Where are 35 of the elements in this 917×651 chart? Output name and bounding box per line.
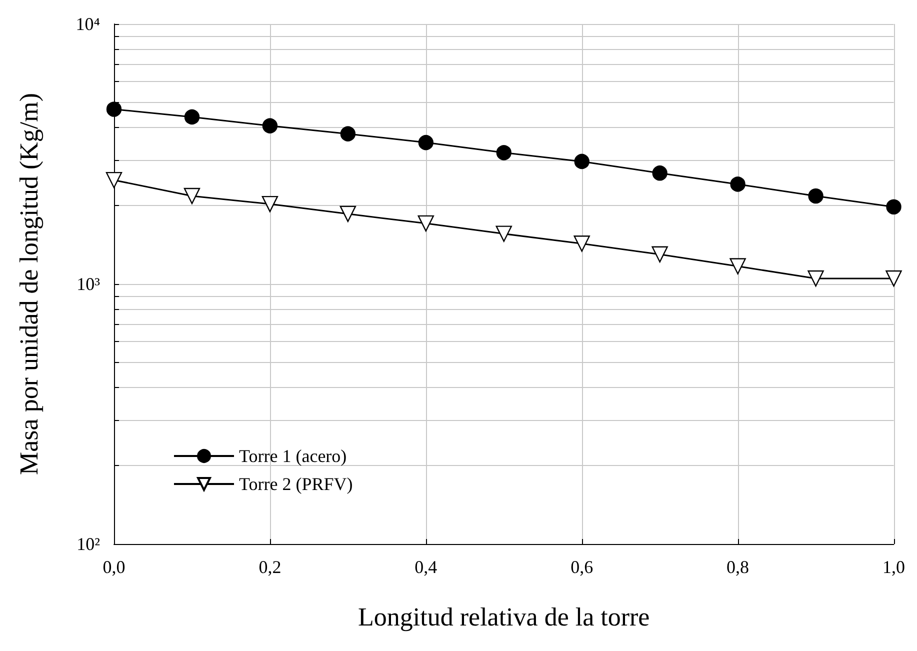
point bbox=[652, 246, 668, 262]
x-tick-label: 0,0 bbox=[102, 557, 126, 577]
x-tick-label: 0,8 bbox=[726, 557, 750, 577]
point bbox=[730, 176, 746, 192]
point bbox=[340, 206, 356, 222]
x-tick-label: 0,2 bbox=[258, 557, 282, 577]
point bbox=[808, 270, 824, 287]
legend-label: Torre 2 (PRFV) bbox=[239, 474, 353, 494]
point bbox=[106, 172, 122, 188]
x-axis-title: Longitud relativa de la torre bbox=[358, 602, 650, 632]
y-tick-label: 10² bbox=[76, 534, 100, 554]
point bbox=[886, 270, 902, 287]
point bbox=[808, 188, 824, 204]
y-axis-title: Masa por unidad de longitud (Kg/m) bbox=[14, 93, 44, 475]
y-tick-label: 10⁴ bbox=[76, 14, 100, 34]
point bbox=[418, 134, 434, 150]
point bbox=[730, 258, 746, 274]
point bbox=[184, 188, 200, 204]
point bbox=[184, 109, 200, 125]
legend-label: Torre 1 (acero) bbox=[239, 446, 347, 466]
point bbox=[496, 145, 512, 160]
point bbox=[886, 199, 902, 214]
point bbox=[496, 226, 512, 242]
point bbox=[340, 126, 356, 142]
point bbox=[574, 236, 590, 252]
point bbox=[652, 166, 668, 181]
point bbox=[574, 154, 590, 170]
x-tick-label: 0,6 bbox=[570, 557, 594, 577]
point bbox=[106, 102, 122, 117]
y-tick-label: 10³ bbox=[76, 274, 101, 294]
point bbox=[262, 196, 278, 212]
x-tick-label: 1,0 bbox=[882, 557, 905, 577]
x-tick-label: 0,4 bbox=[414, 557, 438, 577]
point bbox=[418, 215, 434, 232]
point bbox=[262, 118, 278, 134]
